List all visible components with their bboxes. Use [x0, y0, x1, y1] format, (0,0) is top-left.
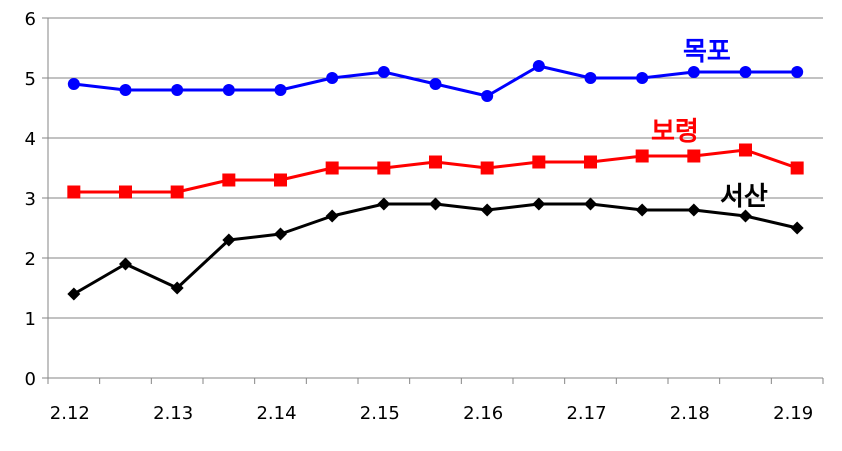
data-point: [635, 149, 649, 163]
data-point: [687, 203, 701, 217]
data-point: [429, 78, 442, 90]
data-point: [170, 185, 184, 199]
data-point: [325, 161, 339, 175]
series-label-mokpo: 목포: [683, 37, 731, 67]
data-point: [636, 72, 649, 84]
series-line: [73, 202, 798, 296]
series-1: [67, 60, 804, 102]
y-tick-label: 4: [25, 129, 36, 150]
data-point: [325, 209, 339, 223]
data-point: [739, 209, 752, 223]
data-point: [377, 197, 391, 211]
data-point: [377, 161, 391, 175]
data-point: [274, 227, 287, 241]
data-point: [377, 66, 390, 78]
x-tick-label: 2.12: [50, 403, 90, 424]
data-point: [790, 161, 804, 175]
data-point: [584, 155, 597, 169]
y-tick-label: 3: [25, 189, 36, 210]
series-label-seosan: 서산: [720, 182, 768, 212]
data-point: [274, 173, 287, 187]
x-axis-ticks: 2.12 2.13 2.14 2.15 2.16 2.17 2.18 2.19: [47, 378, 824, 424]
series-group: [67, 60, 804, 301]
data-point: [171, 84, 184, 96]
data-point: [739, 143, 752, 157]
x-tick-label: 2.16: [463, 403, 503, 424]
data-point: [274, 84, 287, 96]
data-point: [429, 197, 442, 211]
data-point: [67, 287, 81, 301]
data-point: [584, 72, 597, 84]
data-point: [635, 203, 649, 217]
series-labels: 목포 보령 서산: [651, 37, 768, 212]
data-point: [429, 155, 442, 169]
data-point: [687, 66, 700, 78]
data-point: [119, 257, 132, 271]
y-tick-label: 2: [25, 249, 36, 270]
data-point: [481, 90, 494, 102]
data-point: [222, 84, 235, 96]
x-tick-label: 2.14: [256, 403, 296, 424]
data-point: [222, 233, 236, 247]
series-2: [67, 143, 804, 199]
data-point: [119, 84, 132, 96]
x-tick-label: 2.18: [670, 403, 710, 424]
data-point: [790, 221, 804, 235]
data-point: [67, 185, 81, 199]
x-tick-label: 2.19: [773, 403, 813, 424]
data-point: [119, 185, 132, 199]
x-tick-label: 2.15: [360, 403, 400, 424]
data-point: [480, 203, 494, 217]
y-tick-label: 0: [25, 369, 36, 390]
data-point: [222, 173, 236, 187]
data-point: [532, 60, 545, 72]
data-point: [532, 155, 546, 169]
series-label-boryeong: 보령: [651, 117, 699, 147]
data-point: [687, 149, 701, 163]
series-3: [67, 197, 804, 301]
data-point: [584, 197, 597, 211]
data-point: [67, 78, 80, 90]
data-point: [739, 66, 752, 78]
x-tick-label: 2.17: [566, 403, 606, 424]
x-tick-label: 2.13: [153, 403, 193, 424]
y-tick-label: 6: [25, 9, 36, 30]
data-point: [791, 66, 804, 78]
y-tick-label: 5: [25, 69, 36, 90]
data-point: [326, 72, 339, 84]
data-point: [170, 281, 184, 295]
data-point: [532, 197, 546, 211]
y-axis-ticks: 0 1 2 3 4 5 6: [25, 9, 48, 390]
y-tick-label: 1: [25, 309, 36, 330]
data-point: [480, 161, 494, 175]
